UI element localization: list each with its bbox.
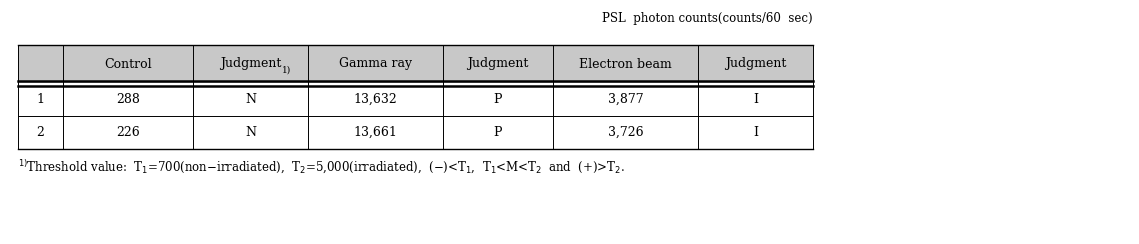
Text: Judgment: Judgment — [220, 58, 281, 71]
Text: 1): 1) — [281, 65, 290, 74]
Text: 288: 288 — [116, 93, 140, 106]
Text: 13,661: 13,661 — [353, 126, 398, 139]
Text: N: N — [245, 126, 256, 139]
Text: Gamma ray: Gamma ray — [339, 58, 412, 71]
Text: P: P — [493, 126, 502, 139]
Text: 3,726: 3,726 — [608, 126, 644, 139]
Text: 3,877: 3,877 — [608, 93, 644, 106]
Text: Judgment: Judgment — [724, 58, 786, 71]
Text: Judgment: Judgment — [467, 58, 528, 71]
Text: 2: 2 — [36, 126, 44, 139]
Text: 226: 226 — [116, 126, 140, 139]
Text: $^{1)}$Threshold value:  T$_1$=700(non$-$irradiated),  T$_2$=5,000(irradiated), : $^{1)}$Threshold value: T$_1$=700(non$-$… — [18, 159, 625, 176]
Text: P: P — [493, 93, 502, 106]
Text: I: I — [753, 126, 757, 139]
Text: Electron beam: Electron beam — [579, 58, 672, 71]
Text: I: I — [753, 93, 757, 106]
Text: 13,632: 13,632 — [353, 93, 398, 106]
Bar — [18, 45, 813, 83]
Text: Control: Control — [104, 58, 151, 71]
Text: N: N — [245, 93, 256, 106]
Text: 1: 1 — [36, 93, 44, 106]
Text: PSL  photon counts(counts/60  sec): PSL photon counts(counts/60 sec) — [603, 12, 813, 25]
